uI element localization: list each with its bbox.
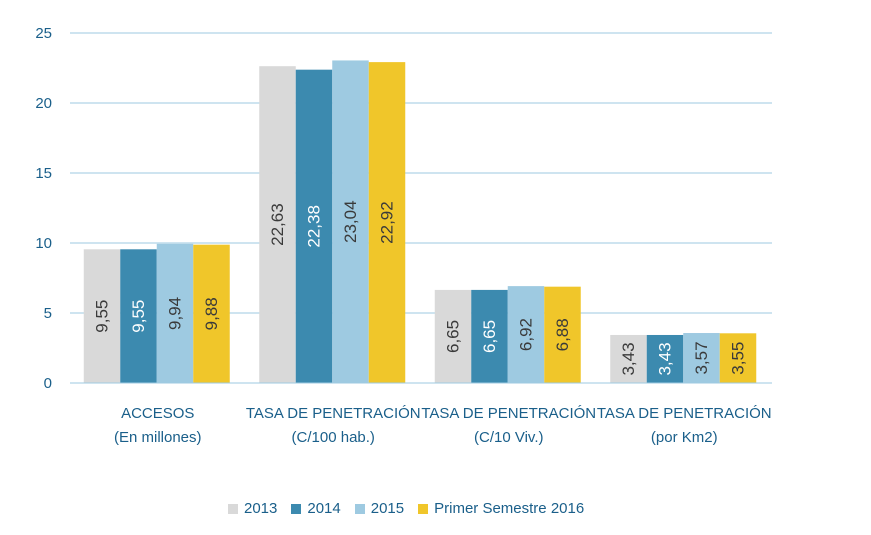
bar bbox=[120, 249, 157, 383]
bar-value-label: 9,55 bbox=[129, 300, 148, 333]
bar bbox=[434, 289, 472, 383]
x-axis: ACCESOS (En millones) TASA DE PENETRACIÓN (… bbox=[70, 382, 772, 446]
bar bbox=[295, 69, 333, 384]
x-tick-label: ACCESOS bbox=[121, 405, 194, 422]
legend-item: 2014 bbox=[291, 500, 341, 517]
legend-item: Primer Semestre 2016 bbox=[418, 500, 584, 517]
bar bbox=[83, 249, 121, 383]
bar-value-label: 9,88 bbox=[202, 297, 221, 330]
bar bbox=[259, 66, 296, 384]
y-tick-label: 20 bbox=[35, 95, 52, 112]
bar-value-label: 9,94 bbox=[166, 297, 185, 330]
bar-value-label: 9,55 bbox=[93, 300, 112, 333]
bar-value-label: 23,04 bbox=[341, 200, 360, 243]
legend-item: 2015 bbox=[354, 500, 405, 517]
y-tick-label: 10 bbox=[35, 235, 52, 252]
x-tick-label: (por Km2) bbox=[651, 429, 718, 446]
x-tick-label: (C/100 hab.) bbox=[292, 429, 375, 446]
bar bbox=[610, 334, 647, 383]
bar bbox=[544, 286, 581, 383]
bar-value-label: 6,65 bbox=[444, 320, 463, 353]
bar bbox=[646, 334, 684, 383]
bar-value-label: 6,88 bbox=[553, 318, 572, 351]
bar-value-label: 6,65 bbox=[480, 320, 499, 353]
y-axis: 0 5 10 15 20 25 bbox=[35, 25, 52, 392]
bar-value-label: 6,92 bbox=[517, 318, 536, 351]
bar-value-label: 3,43 bbox=[656, 342, 675, 375]
legend-label: 2013 bbox=[244, 500, 278, 517]
x-tick-label: TASA DE PENETRACIÓN bbox=[246, 405, 421, 422]
y-tick-label: 0 bbox=[44, 375, 52, 392]
bar-value-label: 3,55 bbox=[729, 342, 748, 375]
bar bbox=[368, 62, 406, 384]
legend-label: 2014 bbox=[307, 500, 341, 517]
bar bbox=[193, 244, 230, 383]
legend-swatch bbox=[291, 503, 302, 514]
legend-item: 2013 bbox=[228, 500, 277, 517]
legend-swatch bbox=[354, 503, 365, 514]
bar bbox=[719, 333, 757, 383]
bar bbox=[156, 243, 194, 383]
legend-swatch bbox=[228, 503, 238, 514]
bars: 9,55 22,63 6,65 3,43 9,55 22,38 6,65 3,43 9,94 23… bbox=[83, 60, 757, 384]
bar-value-label: 3,43 bbox=[619, 342, 638, 375]
bar bbox=[683, 333, 720, 383]
bar-value-label: 22,63 bbox=[268, 203, 287, 246]
x-tick-label: (C/10 Viv.) bbox=[474, 429, 543, 446]
x-tick-label: TASA DE PENETRACIÓN bbox=[421, 405, 596, 422]
bar-value-label: 3,57 bbox=[692, 341, 711, 374]
y-tick-label: 5 bbox=[44, 305, 52, 322]
legend: 2013 2014 2015 Primer Semestre 2016 bbox=[228, 500, 598, 517]
y-tick-label: 25 bbox=[35, 25, 52, 42]
bar-value-label: 22,92 bbox=[378, 201, 397, 244]
x-tick-label: TASA DE PENETRACIÓN bbox=[597, 405, 772, 422]
bar-value-label: 22,38 bbox=[305, 205, 324, 248]
bar bbox=[332, 60, 369, 383]
bar bbox=[471, 289, 508, 383]
legend-label: Primer Semestre 2016 bbox=[434, 500, 585, 517]
bar bbox=[507, 286, 545, 383]
y-tick-label: 15 bbox=[35, 165, 52, 182]
legend-swatch bbox=[418, 503, 429, 514]
x-tick-label: (En millones) bbox=[114, 429, 202, 446]
legend-label: 2015 bbox=[370, 500, 405, 517]
